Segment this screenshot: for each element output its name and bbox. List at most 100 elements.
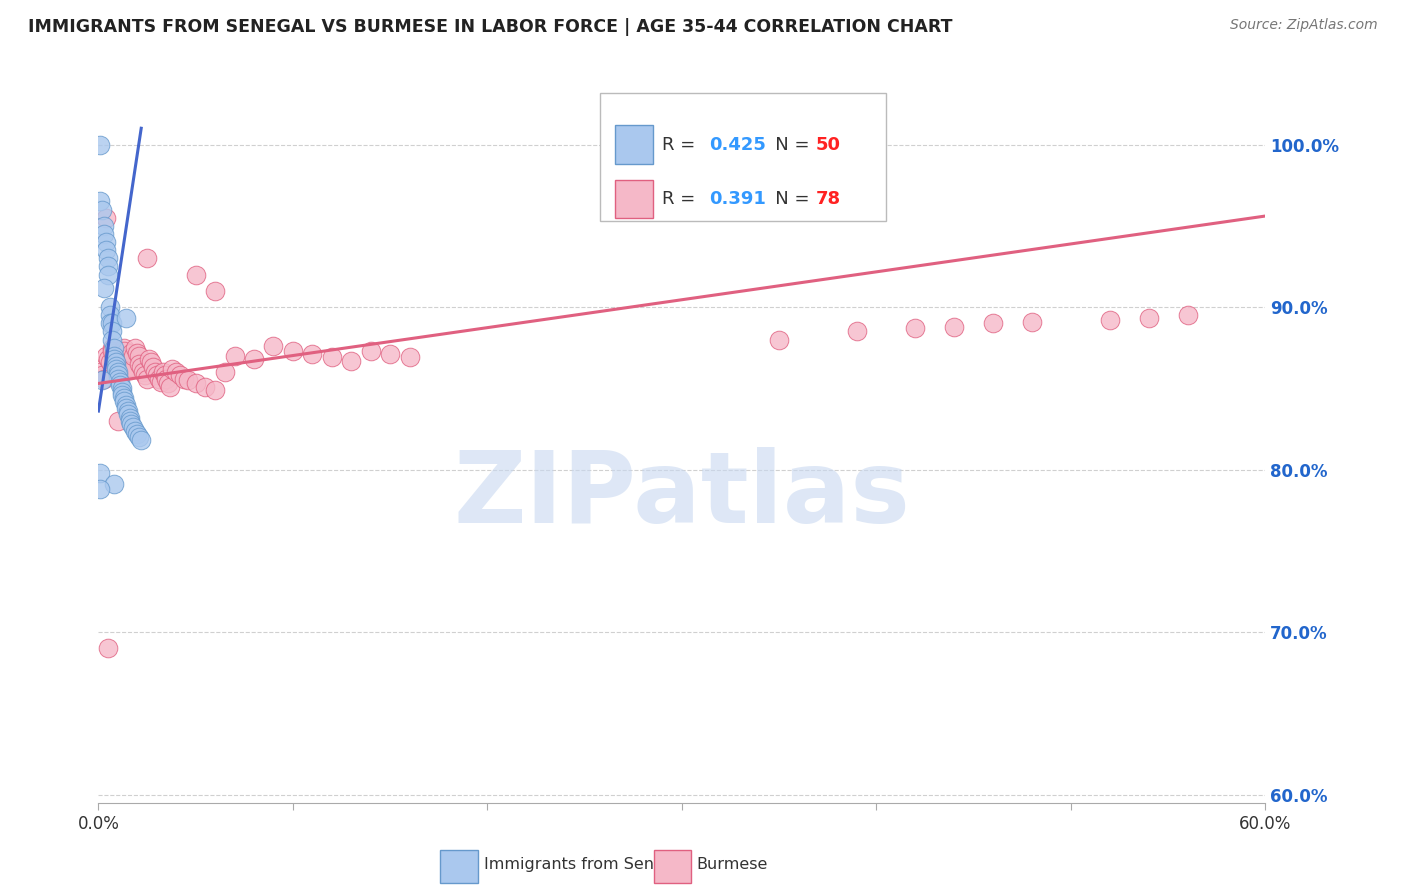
Point [107,368,129,383]
Point [121,345,143,359]
Point [97,352,120,367]
Text: N =: N = [758,136,815,153]
Point [103,352,125,367]
Point [97,260,120,274]
Point [107,368,129,383]
Point [117,407,139,421]
Point [129,434,152,448]
Point [107,414,129,428]
Point [128,430,150,444]
Point [153,368,176,383]
Text: R =: R = [662,136,702,153]
Point [169,368,191,383]
Point [96,235,118,249]
Text: 50: 50 [815,136,841,153]
Text: Burmese: Burmese [696,857,768,872]
Point [128,357,150,371]
Point [111,381,134,395]
Point [112,343,135,358]
Point [122,420,145,434]
Point [108,375,131,389]
Point [104,359,127,373]
Point [184,268,207,282]
Point [162,361,184,376]
Point [121,417,143,431]
Point [129,360,152,375]
FancyBboxPatch shape [440,850,478,882]
Point [117,355,139,369]
Point [111,384,134,399]
Text: 0.425: 0.425 [709,136,766,153]
Point [118,360,141,375]
Point [98,308,121,322]
Point [981,316,1004,330]
Point [281,343,304,358]
Point [104,357,127,371]
Point [114,401,136,415]
Point [91,373,114,387]
Point [91,368,114,383]
Text: ZIPatlas: ZIPatlas [454,447,910,544]
Point [97,268,120,282]
Point [184,376,207,391]
Point [101,343,124,358]
Point [104,355,127,369]
Point [101,316,124,330]
Point [904,321,927,335]
Point [301,347,323,361]
Text: Source: ZipAtlas.com: Source: ZipAtlas.com [1230,18,1378,32]
Point [118,414,141,428]
Point [1098,313,1121,327]
Point [111,352,134,367]
Point [155,371,177,385]
Point [157,376,180,391]
Point [177,373,200,387]
Point [142,360,165,375]
Point [107,365,129,379]
Point [103,349,125,363]
Point [104,361,127,376]
Point [152,365,174,379]
Point [132,365,155,379]
Point [173,371,195,385]
Point [98,300,121,314]
Point [89,365,111,379]
Point [112,391,135,405]
Point [103,349,125,363]
Point [108,378,131,392]
Point [98,355,121,369]
Point [93,227,115,241]
Point [127,345,149,359]
Point [118,363,141,377]
Point [340,353,363,368]
Point [134,368,156,383]
Point [97,641,120,656]
Point [165,365,187,379]
Point [91,202,114,217]
Point [96,211,118,225]
Point [159,380,181,394]
Point [96,243,118,257]
Text: Immigrants from Senegal: Immigrants from Senegal [484,857,688,872]
Point [846,325,869,339]
Point [1177,308,1199,322]
Point [89,482,111,496]
Point [107,371,129,385]
Point [127,426,149,441]
Point [136,371,159,385]
Point [136,252,159,266]
Point [93,371,115,385]
Point [108,349,131,363]
Point [262,339,284,353]
Text: N =: N = [758,190,815,209]
Point [97,252,120,266]
Point [114,311,136,326]
Point [360,343,382,358]
FancyBboxPatch shape [654,850,692,882]
Point [101,325,124,339]
Point [118,410,141,425]
Point [101,341,124,355]
Point [943,319,966,334]
Point [1137,311,1160,326]
Text: 78: 78 [815,190,841,209]
